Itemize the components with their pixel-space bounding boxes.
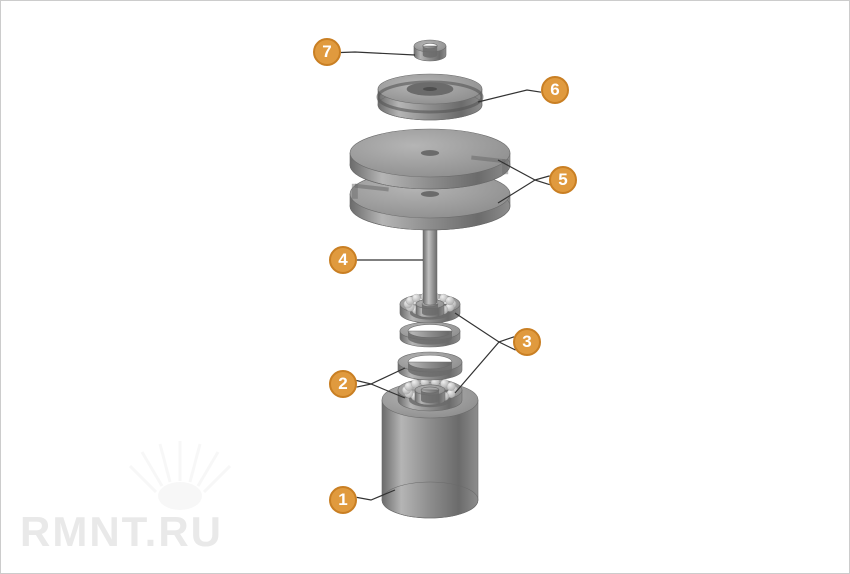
- callout-5: 5: [549, 166, 577, 194]
- exploded-view-diagram: [0, 0, 850, 574]
- callout-2: 2: [329, 370, 357, 398]
- callout-7: 7: [313, 38, 341, 66]
- callout-4: 4: [329, 246, 357, 274]
- callout-1: 1: [329, 486, 357, 514]
- callout-3: 3: [513, 328, 541, 356]
- callout-6: 6: [541, 76, 569, 104]
